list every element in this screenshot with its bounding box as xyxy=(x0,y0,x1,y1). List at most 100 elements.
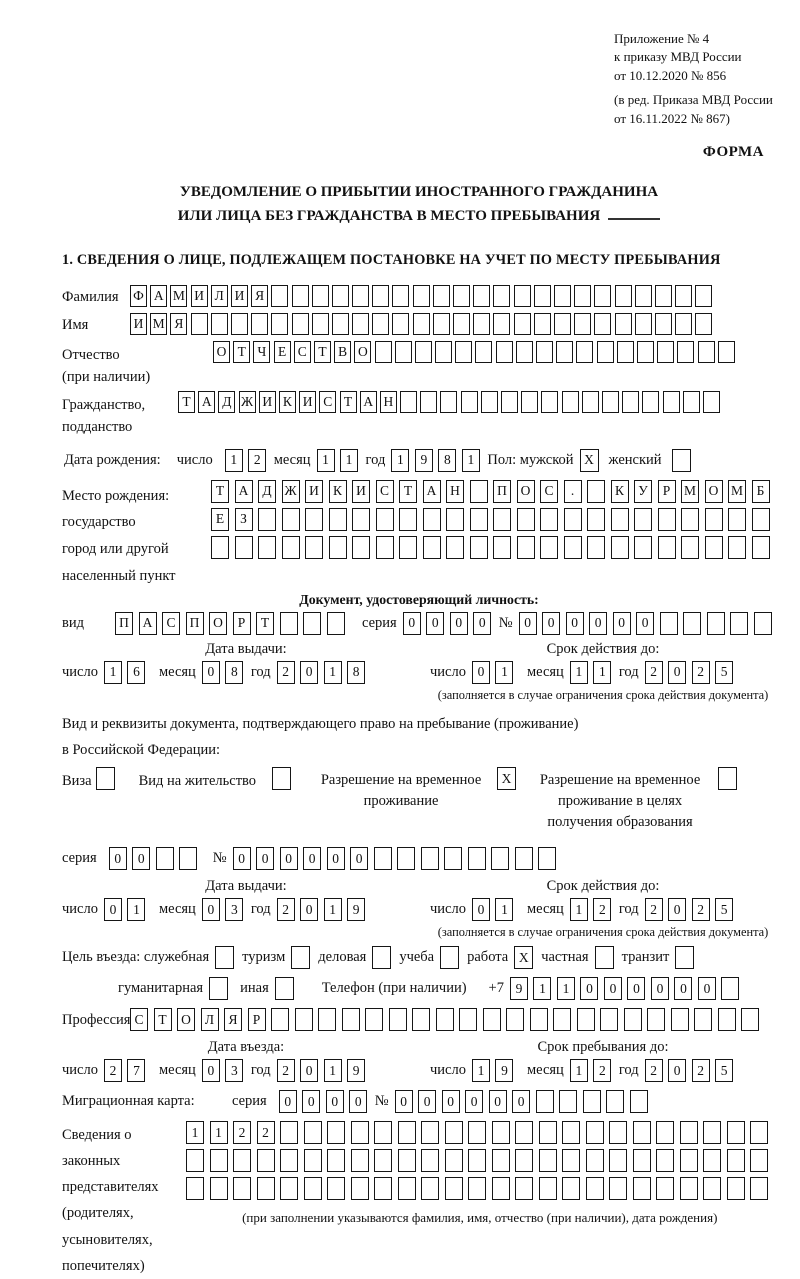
char-cell[interactable] xyxy=(538,1121,557,1145)
char-cell[interactable] xyxy=(468,1121,486,1145)
char-cell[interactable]: 0 xyxy=(627,977,646,1001)
char-cell[interactable] xyxy=(327,1149,345,1173)
char-cell[interactable]: Е xyxy=(211,507,229,531)
char-cell[interactable] xyxy=(681,535,699,559)
char-cell[interactable]: 0 xyxy=(668,898,687,922)
char-cell[interactable]: 0 xyxy=(580,977,599,1001)
char-cell[interactable] xyxy=(446,535,464,559)
char-cell[interactable] xyxy=(372,284,390,307)
char-cell[interactable]: 9 xyxy=(347,1059,366,1083)
char-cell[interactable] xyxy=(675,946,695,970)
char-cell[interactable] xyxy=(751,535,770,559)
char-cell[interactable] xyxy=(280,1121,298,1145)
char-cell[interactable]: 1 xyxy=(533,977,552,1001)
char-cell[interactable] xyxy=(671,448,691,472)
char-cell[interactable] xyxy=(515,340,533,363)
char-cell[interactable]: 2 xyxy=(691,898,710,922)
char-cell[interactable]: О xyxy=(213,340,230,363)
char-cell[interactable]: 2 xyxy=(248,448,267,472)
char-cell[interactable] xyxy=(675,284,693,307)
char-cell[interactable] xyxy=(455,340,473,363)
char-cell[interactable]: 2 xyxy=(691,1059,710,1083)
char-cell[interactable] xyxy=(750,1121,768,1145)
char-cell[interactable]: 3 xyxy=(225,1059,244,1083)
char-cell[interactable] xyxy=(587,479,605,503)
char-cell[interactable] xyxy=(399,507,417,531)
char-cell[interactable]: 0 xyxy=(394,1090,413,1114)
char-cell[interactable] xyxy=(374,1149,392,1173)
char-cell[interactable]: И xyxy=(299,390,317,413)
char-cell[interactable] xyxy=(516,535,535,559)
char-cell[interactable]: П xyxy=(185,611,204,635)
char-cell[interactable] xyxy=(702,390,720,413)
char-cell[interactable] xyxy=(318,1008,336,1032)
char-cell[interactable] xyxy=(521,390,539,413)
char-cell[interactable]: 2 xyxy=(256,1121,275,1145)
char-cell[interactable] xyxy=(556,340,574,363)
char-cell[interactable]: И xyxy=(130,312,147,335)
char-cell[interactable]: 0 xyxy=(325,1090,344,1114)
char-cell[interactable] xyxy=(281,535,300,559)
char-cell[interactable] xyxy=(444,1149,463,1173)
char-cell[interactable] xyxy=(681,507,699,531)
char-cell[interactable] xyxy=(256,1177,275,1201)
char-cell[interactable] xyxy=(717,340,735,363)
char-cell[interactable] xyxy=(642,390,660,413)
char-cell[interactable] xyxy=(421,1121,439,1145)
char-cell[interactable] xyxy=(271,1008,289,1032)
char-cell[interactable] xyxy=(373,847,392,871)
char-cell[interactable]: 0 xyxy=(650,977,669,1001)
char-cell[interactable] xyxy=(331,284,349,307)
char-cell[interactable] xyxy=(634,312,652,335)
char-cell[interactable]: Т xyxy=(399,479,417,503)
char-cell[interactable]: О xyxy=(704,479,723,503)
char-cell[interactable] xyxy=(679,1149,698,1173)
char-cell[interactable]: Т xyxy=(256,611,274,635)
char-cell[interactable] xyxy=(234,535,253,559)
char-cell[interactable]: 1 xyxy=(323,660,342,684)
char-cell[interactable]: 0 xyxy=(612,611,631,635)
char-cell[interactable] xyxy=(491,1149,510,1173)
char-cell[interactable]: 9 xyxy=(347,898,366,922)
char-cell[interactable] xyxy=(453,284,470,307)
char-cell[interactable] xyxy=(636,340,654,363)
char-cell[interactable] xyxy=(435,340,453,363)
char-cell[interactable] xyxy=(215,946,235,970)
char-cell[interactable] xyxy=(327,1177,345,1201)
char-cell[interactable]: О xyxy=(209,611,227,635)
char-cell[interactable] xyxy=(493,312,511,335)
char-cell[interactable] xyxy=(585,1149,604,1173)
char-cell[interactable] xyxy=(670,1008,689,1032)
char-cell[interactable]: 1 xyxy=(495,660,514,684)
char-cell[interactable] xyxy=(233,1177,251,1201)
char-cell[interactable] xyxy=(726,1149,745,1173)
char-cell[interactable] xyxy=(721,977,740,1001)
char-cell[interactable] xyxy=(467,847,486,871)
char-cell[interactable] xyxy=(412,1008,430,1032)
char-cell[interactable] xyxy=(421,1177,439,1201)
char-cell[interactable]: Б xyxy=(751,479,770,503)
char-cell[interactable]: И xyxy=(305,479,323,503)
char-cell[interactable] xyxy=(587,535,605,559)
char-cell[interactable] xyxy=(541,390,559,413)
char-cell[interactable] xyxy=(281,507,300,531)
char-cell[interactable] xyxy=(491,1177,510,1201)
char-cell[interactable] xyxy=(352,507,370,531)
char-cell[interactable]: X xyxy=(579,448,599,472)
char-cell[interactable] xyxy=(587,507,605,531)
char-cell[interactable]: К xyxy=(278,390,296,413)
char-cell[interactable]: И xyxy=(352,479,370,503)
char-cell[interactable]: 2 xyxy=(644,1059,663,1083)
char-cell[interactable]: Ф xyxy=(130,284,147,307)
char-cell[interactable] xyxy=(294,1008,313,1032)
char-cell[interactable]: 0 xyxy=(636,611,655,635)
char-cell[interactable]: 2 xyxy=(103,1059,122,1083)
char-cell[interactable] xyxy=(682,390,700,413)
char-cell[interactable] xyxy=(271,312,289,335)
char-cell[interactable] xyxy=(211,535,229,559)
char-cell[interactable] xyxy=(728,507,746,531)
char-cell[interactable] xyxy=(493,507,511,531)
char-cell[interactable] xyxy=(632,1149,651,1173)
char-cell[interactable]: С xyxy=(375,479,394,503)
char-cell[interactable] xyxy=(594,946,614,970)
